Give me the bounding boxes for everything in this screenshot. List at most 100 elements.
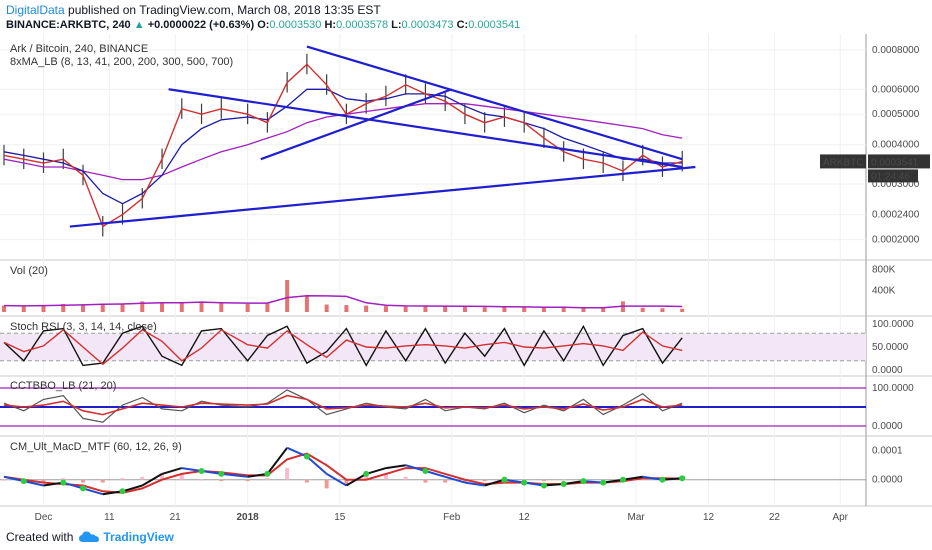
macd-line-segment	[484, 478, 505, 487]
x-tick-label: 21	[170, 512, 182, 523]
volume-bar	[265, 302, 270, 312]
volume-ma-line	[3, 294, 683, 309]
volume-bar	[304, 296, 309, 312]
macd-line-segment	[563, 480, 584, 486]
x-tick-label: Apr	[832, 512, 848, 523]
volume-bar	[219, 303, 224, 312]
macd-line-segment	[286, 446, 308, 458]
price-tick-label: 0.0005000	[872, 109, 920, 120]
macd-histogram-bar	[120, 478, 125, 480]
volume-bar	[160, 302, 165, 312]
volume-bar	[482, 307, 487, 312]
ma-blue-line	[3, 88, 683, 205]
macd-histogram-bar	[482, 479, 487, 482]
cci-title: CCTBBO_LB (21, 20)	[10, 380, 116, 392]
macd-histogram-bar	[304, 479, 309, 483]
chart-header: DigitalData published on TradingView.com…	[6, 2, 926, 33]
macd-cross-dot	[580, 478, 587, 485]
macd-line-segment	[306, 455, 328, 475]
macd-cross-dot	[198, 468, 205, 474]
publish-line: DigitalData published on TradingView.com…	[6, 2, 926, 18]
cci-signal-line	[3, 394, 683, 416]
volume-bar	[462, 306, 467, 312]
rsi-tick-label: 50.0000	[872, 342, 909, 353]
macd-line-segment	[102, 490, 123, 496]
close-label: C:	[456, 19, 469, 31]
macd-line-segment	[464, 481, 485, 487]
macd-cross-dot	[600, 479, 607, 486]
volume-tick-label: 400K	[872, 286, 896, 297]
macd-line-segment	[221, 472, 248, 478]
macd-line-segment	[247, 472, 268, 478]
volume-bar	[199, 301, 204, 312]
volume-bar	[324, 304, 329, 312]
last-price-label: 0.0003541	[871, 157, 919, 168]
macd-line-segment	[181, 467, 202, 472]
x-tick-label: Dec	[35, 512, 53, 523]
macd-histogram-bar	[61, 478, 66, 480]
price-tick-label: 0.0004000	[872, 140, 920, 151]
macd-line-segment	[583, 480, 604, 484]
symbol-label-bg	[820, 154, 866, 169]
macd-cross-dot	[540, 482, 547, 489]
open-label: O:	[257, 19, 270, 31]
macd-tick-label: 0.0001	[872, 446, 903, 457]
macd-line-segment	[161, 467, 183, 475]
symbol-label: ARKBTC	[823, 157, 864, 168]
trendline	[69, 165, 696, 228]
brand-name: TradingView	[103, 530, 174, 544]
macd-cross-dot	[60, 479, 67, 486]
macd-line-segment	[662, 477, 683, 481]
price-pane-title: Ark / Bitcoin, 240, BINANCE	[10, 43, 148, 55]
macd-cross-dot	[679, 475, 686, 482]
macd-cross-dot	[422, 468, 429, 474]
price-tick-label: 0.0002400	[872, 210, 920, 221]
macd-line-segment	[385, 464, 406, 470]
ma-indicator-title: 8xMA_LB (8, 13, 41, 200, 200, 300, 500, …	[10, 56, 233, 68]
macd-histogram-bar	[403, 476, 408, 480]
created-with-text: Created with	[6, 530, 74, 544]
volume-bar	[403, 306, 408, 312]
macd-histogram-bar	[219, 479, 224, 482]
macd-histogram-bar	[443, 479, 448, 483]
volume-bar	[640, 307, 645, 312]
x-tick-label: 12	[519, 512, 531, 523]
x-tick-label: Mar	[628, 512, 646, 523]
countdown-label: 01:24:46	[871, 171, 910, 182]
volume-bar	[364, 305, 369, 312]
author-link[interactable]: DigitalData	[6, 3, 65, 17]
x-tick-label: Feb	[443, 512, 461, 523]
volume-bar	[245, 304, 250, 312]
volume-tick-label: 800K	[872, 264, 896, 275]
published-text: published on TradingView.com, March 08, …	[64, 3, 381, 17]
chart-canvas[interactable]: Dec 11 21 2018 15 Feb 12 Mar 12 22 Apr 0.0008000 0.0…	[0, 34, 932, 524]
macd-cross-dot	[264, 470, 271, 477]
x-tick-label: 12	[703, 512, 715, 523]
x-tick-label: 2018	[237, 512, 260, 523]
macd-line-segment	[524, 481, 545, 487]
macd-line-segment	[82, 487, 104, 496]
macd-line-segment	[543, 483, 564, 487]
high-label: H:	[324, 19, 337, 31]
tradingview-brand[interactable]: TradingView	[79, 530, 174, 544]
price-tick-label: 0.0006000	[872, 84, 920, 95]
change-value: +0.0000022 (+0.63%)	[147, 19, 255, 31]
volume-bar	[423, 305, 428, 312]
macd-cross-dot	[521, 479, 528, 486]
rsi-k-line	[3, 324, 683, 367]
price-line	[3, 63, 683, 228]
volume-bar	[179, 302, 184, 312]
volume-bar	[383, 306, 388, 312]
macd-line-segment	[642, 475, 663, 481]
volume-bar	[2, 305, 6, 312]
volume-bar	[120, 304, 125, 312]
footer: Created with TradingView	[6, 530, 174, 544]
rsi-d-line	[3, 328, 683, 366]
macd-histogram-bar	[179, 473, 184, 480]
macd-tick-label: 0.0000	[872, 475, 903, 486]
macd-histogram-bar	[383, 473, 388, 480]
macd-histogram-bar	[245, 479, 250, 482]
macd-histogram-bar	[541, 479, 546, 482]
close-value: 0.0003541	[468, 19, 521, 31]
macd-histogram-bar	[160, 473, 165, 480]
